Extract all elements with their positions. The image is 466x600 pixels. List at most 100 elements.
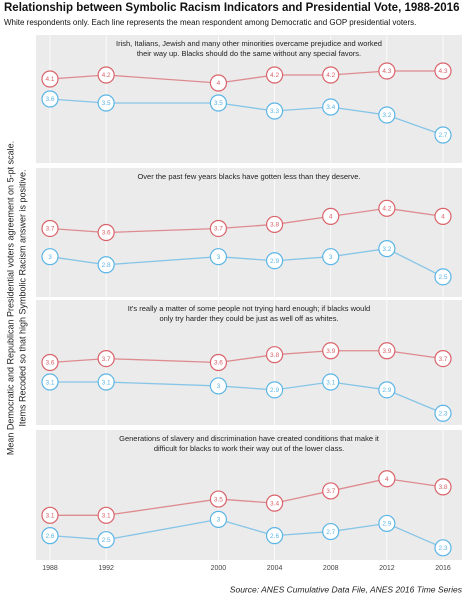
data-label: 4 [385, 476, 389, 483]
data-point [378, 62, 396, 80]
data-label: 3.6 [45, 360, 54, 367]
data-point [265, 215, 284, 234]
data-point [434, 62, 452, 80]
data-label: 2.9 [270, 387, 279, 394]
data-label: 4.2 [382, 206, 391, 213]
x-tick-label: 2000 [211, 565, 227, 572]
data-point [378, 240, 396, 258]
data-label: 4.1 [45, 76, 54, 83]
data-point [322, 207, 340, 225]
x-tick-label: 2016 [435, 565, 451, 572]
data-label: 3.8 [270, 222, 279, 229]
data-label: 3.4 [270, 500, 279, 507]
data-label: 4 [329, 214, 333, 221]
data-label: 3.6 [214, 360, 223, 367]
data-point [322, 66, 340, 84]
data-point [322, 342, 340, 360]
data-point [97, 531, 115, 549]
data-label: 2.9 [382, 521, 391, 528]
data-point [265, 346, 284, 364]
data-point [97, 223, 115, 242]
data-point [97, 506, 115, 524]
data-point [434, 404, 452, 422]
data-label: 3.1 [326, 379, 335, 386]
x-tick-label: 2012 [379, 565, 395, 572]
panel-title: It's really a matter of some people not … [128, 304, 370, 313]
data-label: 3.8 [270, 352, 279, 359]
data-label: 3.5 [214, 100, 223, 107]
data-point [434, 268, 452, 286]
data-point [209, 248, 228, 266]
data-point [434, 539, 452, 557]
data-point [434, 478, 452, 496]
data-label: 3 [329, 254, 333, 261]
data-label: 4.2 [102, 72, 111, 79]
data-point [265, 252, 284, 270]
x-tick-label: 2004 [267, 565, 283, 572]
data-label: 3 [217, 254, 221, 261]
data-point [97, 373, 115, 391]
data-point [265, 494, 284, 512]
data-label: 4 [441, 214, 445, 221]
chart-subtitle: White respondents only. Each line repres… [4, 18, 416, 27]
y-axis-label: Items Recoded so that high Symbolic Raci… [17, 169, 27, 426]
data-point [378, 381, 396, 399]
data-point [41, 70, 59, 88]
data-point [209, 353, 228, 372]
data-point [378, 514, 396, 533]
data-point [41, 506, 59, 524]
data-label: 3 [217, 383, 221, 390]
data-point [41, 90, 59, 108]
data-label: 4.3 [438, 68, 447, 75]
data-point [97, 66, 115, 84]
x-tick-label: 1992 [98, 565, 114, 572]
data-point [209, 490, 228, 508]
x-tick-label: 2008 [323, 565, 339, 572]
data-point [265, 527, 284, 545]
data-point [265, 66, 284, 84]
data-point [209, 377, 228, 395]
data-label: 3.8 [438, 484, 447, 491]
data-label: 2.8 [102, 262, 111, 269]
data-point [41, 527, 59, 545]
data-point [41, 353, 59, 372]
panel-title: their way up. Blacks should do the same … [137, 49, 361, 58]
data-label: 2.3 [438, 411, 447, 418]
data-label: 3.5 [214, 496, 223, 503]
data-label: 2.6 [270, 533, 279, 540]
data-label: 3.7 [326, 488, 335, 495]
data-label: 3.7 [102, 356, 111, 363]
chart-title: Relationship between Symbolic Racism Ind… [4, 2, 459, 14]
data-label: 3.1 [102, 513, 111, 520]
source-note: Source: ANES Cumulative Data File, ANES … [230, 584, 463, 594]
data-label: 3.2 [382, 112, 391, 119]
x-tick-label: 1988 [42, 565, 58, 572]
data-point [97, 349, 115, 368]
data-label: 4 [217, 80, 221, 87]
panel-title: difficult for blacks to work their way o… [154, 444, 344, 453]
data-point [265, 381, 284, 399]
data-label: 2.7 [438, 132, 447, 139]
data-label: 3.5 [102, 100, 111, 107]
data-label: 3 [48, 254, 52, 261]
data-label: 2.7 [326, 529, 335, 536]
data-label: 4.2 [326, 72, 335, 79]
data-point [41, 373, 59, 391]
data-point [322, 373, 340, 391]
data-label: 2.9 [382, 387, 391, 394]
data-point [434, 126, 452, 144]
data-label: 3.3 [270, 108, 279, 115]
data-point [97, 256, 115, 274]
data-point [322, 482, 340, 500]
data-label: 2.9 [270, 258, 279, 265]
data-label: 2.6 [45, 533, 54, 540]
data-label: 3.4 [326, 104, 335, 111]
data-label: 3.6 [45, 96, 54, 103]
data-point [41, 248, 59, 266]
data-point [209, 94, 228, 112]
data-point [434, 349, 452, 368]
data-label: 3.1 [45, 379, 54, 386]
data-label: 3 [217, 517, 221, 524]
data-point [209, 219, 228, 238]
data-label: 3.7 [45, 226, 54, 233]
